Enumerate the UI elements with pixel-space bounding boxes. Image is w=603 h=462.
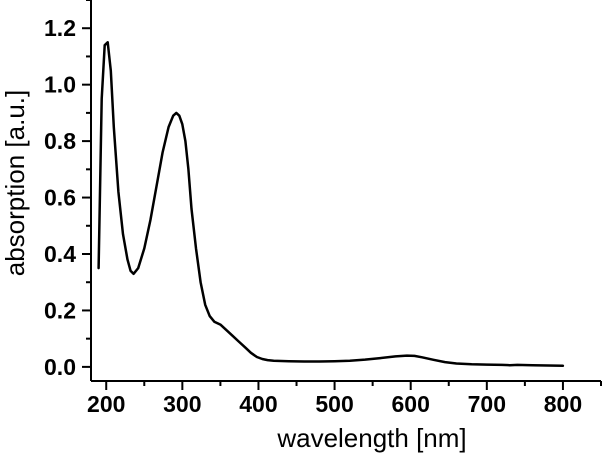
x-tick-label: 400 (239, 391, 277, 417)
absorption-series-line (97, 41, 565, 368)
axes (90, 0, 601, 382)
x-tick-label: 600 (392, 391, 430, 417)
y-tick-label: 0.0 (44, 354, 76, 380)
y-tick-label: 0.6 (44, 185, 76, 211)
x-tick-label: 300 (163, 391, 201, 417)
y-axis-title: absorption [a.u.] (0, 90, 30, 276)
x-tick-label: 700 (468, 391, 506, 417)
x-axis-title: wavelength [nm] (276, 423, 466, 453)
series-group (97, 41, 565, 368)
y-tick-label: 0.2 (44, 297, 76, 323)
y-tick-label: 1.0 (44, 72, 76, 98)
ticks: 200 300 400 500 600 700 800 0.0 0.2 0.4 0.6 0.8 1.0 1… (44, 0, 602, 417)
y-tick-label: 1.2 (44, 15, 76, 41)
x-tick-label: 800 (544, 391, 582, 417)
x-tick-label: 200 (87, 391, 125, 417)
x-tick-label: 500 (315, 391, 353, 417)
y-tick-label: 0.8 (44, 128, 76, 154)
y-tick-label: 0.4 (44, 241, 76, 267)
